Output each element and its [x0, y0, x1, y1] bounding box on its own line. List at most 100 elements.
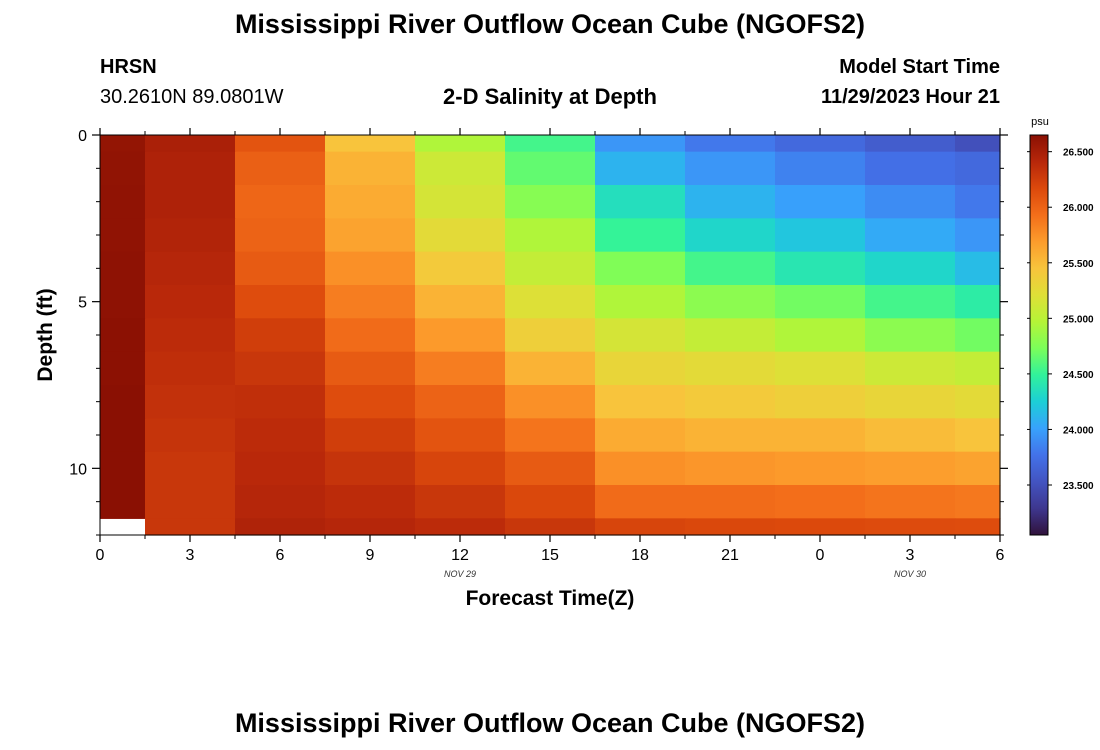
station-coordinates: 30.2610N 89.0801W — [100, 86, 284, 108]
heatmap-cell — [955, 151, 1001, 186]
heatmap-cell — [325, 351, 416, 386]
heatmap-cell — [235, 135, 326, 153]
heatmap-cell — [415, 185, 506, 219]
heatmap-cell — [145, 218, 236, 253]
heatmap-cell — [415, 351, 506, 386]
heatmap-cell — [775, 135, 866, 153]
heatmap-cell — [145, 151, 236, 186]
footer-title: Mississippi River Outflow Ocean Cube (NG… — [234, 708, 866, 738]
heatmap-cell — [775, 485, 866, 519]
chart-subtitle: 2-D Salinity at Depth — [443, 84, 657, 109]
y-tick-label: 10 — [69, 461, 87, 478]
x-tick-label: 9 — [366, 547, 375, 564]
heatmap-cell — [235, 218, 326, 253]
heatmap-cell — [235, 285, 326, 319]
heatmap-cell — [955, 318, 1001, 353]
heatmap-cell — [685, 185, 776, 219]
heatmap-cell — [235, 485, 326, 519]
heatmap-cell — [505, 251, 596, 286]
heatmap-cell — [595, 351, 686, 386]
heatmap-cell — [775, 251, 866, 286]
heatmap-cell — [415, 518, 506, 536]
heatmap-cell — [955, 218, 1001, 253]
heatmap-cell — [325, 185, 416, 219]
heatmap-cell — [325, 135, 416, 153]
heatmap-cell — [415, 318, 506, 353]
heatmap-cell — [100, 451, 146, 486]
heatmap-cell — [325, 418, 416, 453]
heatmap-cell — [415, 485, 506, 519]
x-tick-label: 3 — [906, 547, 915, 564]
x-tick-label: 0 — [816, 547, 825, 564]
heatmap-cell — [595, 251, 686, 286]
heatmap-cell — [865, 385, 956, 419]
heatmap-cell — [145, 418, 236, 453]
heatmap-cell — [505, 135, 596, 153]
x-tick-label: 12 — [451, 547, 469, 564]
colorbar-tick-label: 25.500 — [1063, 259, 1094, 270]
heatmap-cell — [145, 318, 236, 353]
heatmap-cell — [775, 218, 866, 253]
heatmap-cell — [145, 285, 236, 319]
heatmap-cell — [415, 135, 506, 153]
heatmap-cell — [595, 185, 686, 219]
heatmap-cell — [325, 251, 416, 286]
heatmap-cell — [145, 135, 236, 153]
heatmap-cell — [505, 485, 596, 519]
colorbar-tick-label: 26.000 — [1063, 203, 1094, 214]
heatmap-cell — [685, 218, 776, 253]
heatmap-cell — [325, 518, 416, 536]
heatmap-cell — [100, 385, 146, 419]
heatmap-cell — [235, 351, 326, 386]
heatmap-cell — [775, 318, 866, 353]
heatmap-cell — [955, 251, 1001, 286]
heatmap-cell — [865, 318, 956, 353]
heatmap-cell — [595, 135, 686, 153]
heatmap-cell — [100, 251, 146, 286]
heatmap-cell — [595, 285, 686, 319]
date-label: NOV 29 — [444, 569, 476, 579]
x-tick-label: 0 — [96, 547, 105, 564]
heatmap-cell — [415, 418, 506, 453]
heatmap-cell — [505, 351, 596, 386]
x-tick-label: 18 — [631, 547, 649, 564]
heatmap-cell — [325, 218, 416, 253]
heatmap-cell — [415, 251, 506, 286]
heatmap-cell — [505, 285, 596, 319]
heatmap-cell — [325, 318, 416, 353]
heatmap-cell — [145, 385, 236, 419]
heatmap-cell — [865, 218, 956, 253]
x-tick-label: 21 — [721, 547, 739, 564]
heatmap-cell — [865, 251, 956, 286]
heatmap-cell — [235, 451, 326, 486]
heatmap-cell — [100, 185, 146, 219]
heatmap-cell — [595, 518, 686, 536]
heatmap-cell — [505, 318, 596, 353]
x-tick-label: 6 — [996, 547, 1005, 564]
heatmap-cell — [685, 485, 776, 519]
heatmap-cell — [775, 285, 866, 319]
heatmap-cell — [145, 251, 236, 286]
heatmap-cell — [595, 151, 686, 186]
heatmap-cell — [685, 251, 776, 286]
heatmap-cell — [865, 485, 956, 519]
heatmap-cell — [100, 418, 146, 453]
heatmap-cell — [100, 318, 146, 353]
y-axis-label: Depth (ft) — [34, 288, 57, 381]
heatmap-cell — [955, 485, 1001, 519]
heatmap-cell — [235, 151, 326, 186]
heatmap-cell — [145, 485, 236, 519]
heatmap-cell — [235, 318, 326, 353]
heatmap-cell — [865, 518, 956, 536]
heatmap-cell — [685, 151, 776, 186]
colorbar-tick-label: 25.000 — [1063, 314, 1094, 325]
heatmap-cell — [955, 185, 1001, 219]
heatmap-cell — [685, 285, 776, 319]
heatmap-cell — [685, 418, 776, 453]
model-start-label: Model Start Time — [839, 56, 1000, 78]
heatmap-cell — [865, 351, 956, 386]
heatmap-cell — [145, 518, 236, 536]
heatmap-cell — [415, 151, 506, 186]
heatmap-cell — [100, 485, 146, 519]
heatmap-cell — [865, 285, 956, 319]
